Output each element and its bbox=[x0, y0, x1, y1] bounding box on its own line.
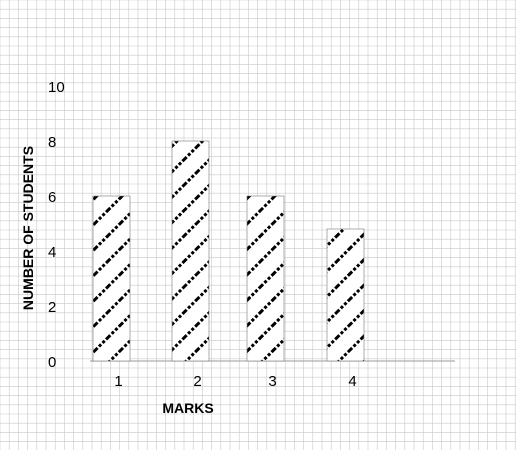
y-tick-label: 2 bbox=[48, 299, 56, 316]
x-tick-label: 4 bbox=[348, 373, 356, 390]
bar-3 bbox=[246, 195, 285, 362]
y-tick-label: 0 bbox=[48, 354, 56, 371]
x-tick-labels: 1 2 3 4 bbox=[114, 373, 356, 390]
bar-4 bbox=[326, 228, 365, 362]
bar-1 bbox=[92, 195, 131, 362]
y-tick-label: 6 bbox=[48, 189, 56, 206]
bar-2 bbox=[171, 140, 210, 362]
y-tick-label: 8 bbox=[48, 134, 56, 151]
x-tick-label: 3 bbox=[268, 373, 276, 390]
y-axis-title: NUMBER OF STUDENTS bbox=[20, 146, 36, 310]
x-tick-label: 2 bbox=[193, 373, 201, 390]
x-axis-title: MARKS bbox=[162, 400, 213, 416]
y-tick-labels: 0 2 4 6 8 10 bbox=[48, 79, 65, 371]
y-tick-label: 10 bbox=[48, 79, 65, 96]
bars-group bbox=[92, 140, 365, 362]
y-tick-label: 4 bbox=[48, 244, 56, 261]
x-tick-label: 1 bbox=[114, 373, 122, 390]
